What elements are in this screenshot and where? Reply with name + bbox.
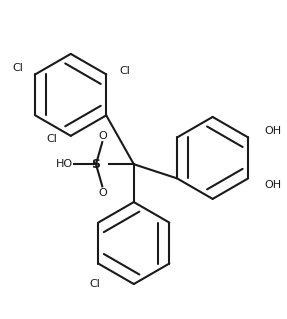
Text: Cl: Cl [90,279,101,289]
Text: S: S [92,158,100,171]
Text: O: O [98,131,107,141]
Text: O: O [98,188,107,197]
Text: Cl: Cl [120,66,131,76]
Text: HO: HO [56,159,73,169]
Text: Cl: Cl [46,134,57,144]
Text: Cl: Cl [12,63,23,73]
Text: OH: OH [264,126,281,136]
Text: OH: OH [264,180,281,190]
